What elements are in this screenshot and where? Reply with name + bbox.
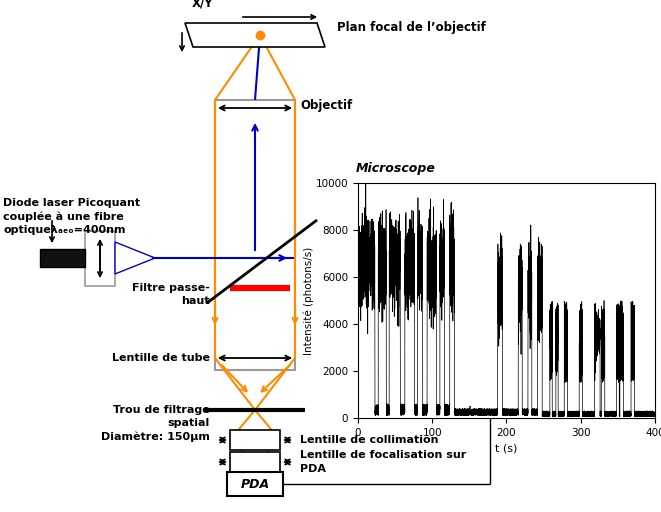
- Polygon shape: [115, 242, 155, 274]
- Text: Microscope: Microscope: [356, 162, 436, 175]
- Bar: [230, 452, 280, 472]
- Bar: [227, 472, 283, 496]
- Bar: [85, 231, 115, 286]
- Text: Plan focal de l’objectif: Plan focal de l’objectif: [337, 20, 486, 33]
- Text: Diode laser Picoquant
couplée à une fibre
optiqueλₐₑₒ=400nm: Diode laser Picoquant couplée à une fibr…: [3, 198, 140, 235]
- Bar: [40, 249, 85, 267]
- Text: PDA: PDA: [241, 478, 270, 490]
- Bar: [230, 430, 280, 450]
- X-axis label: t (s): t (s): [495, 443, 518, 453]
- Bar: [215, 100, 295, 370]
- Text: Objectif: Objectif: [300, 99, 352, 113]
- Text: Lentille de collimation: Lentille de collimation: [300, 435, 438, 445]
- Text: Filtre passe-
haut: Filtre passe- haut: [132, 283, 210, 306]
- Text: Lentille de tube: Lentille de tube: [112, 353, 210, 363]
- Y-axis label: Intensité (photons/s): Intensité (photons/s): [304, 246, 314, 355]
- Polygon shape: [185, 23, 325, 47]
- Text: Trou de filtrage
spatial
Diamètre: 150μm: Trou de filtrage spatial Diamètre: 150μm: [101, 405, 210, 442]
- Text: Lentille de focalisation sur
PDA: Lentille de focalisation sur PDA: [300, 451, 466, 474]
- Text: Piézoélectrique
X/Y: Piézoélectrique X/Y: [151, 0, 254, 10]
